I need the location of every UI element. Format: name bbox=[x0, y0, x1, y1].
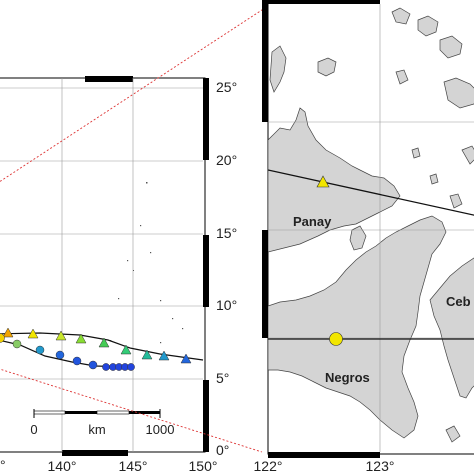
marker-tri-5 bbox=[98, 337, 110, 348]
marker-tri-9 bbox=[180, 353, 192, 364]
guimaras-island bbox=[349, 225, 367, 251]
island-south-1 bbox=[445, 425, 461, 443]
cebu-island bbox=[429, 257, 474, 399]
place-label-cebu: Ceb bbox=[446, 294, 471, 309]
marker-dot-11 bbox=[127, 363, 135, 371]
island-east-4 bbox=[443, 77, 474, 109]
left-frame-right-bar-3 bbox=[203, 380, 209, 452]
place-label-panay: Panay bbox=[293, 214, 332, 229]
island-east-3 bbox=[439, 35, 463, 59]
connector-bottom bbox=[0, 368, 263, 453]
lat-label-25: 25° bbox=[216, 79, 237, 95]
lat-label-0: 0° bbox=[216, 442, 229, 458]
right-frame-left-bar-2 bbox=[262, 230, 268, 338]
lon-label-122: 122° bbox=[254, 458, 283, 474]
right-northern-track bbox=[268, 169, 474, 216]
lon-label-123: 123° bbox=[366, 458, 395, 474]
island-east-7 bbox=[411, 147, 421, 159]
lat-label-5: 5° bbox=[216, 370, 229, 386]
left-frame-top-bar bbox=[85, 76, 133, 82]
left-lat-labels: 25° 20° 15° 10° 5° 0° bbox=[216, 79, 237, 458]
scale-bar: 0 km 1000 bbox=[30, 409, 174, 437]
right-frame-bottom-bar bbox=[268, 452, 380, 458]
lon-label-150: 150° bbox=[189, 458, 218, 474]
northern-markers bbox=[2, 327, 192, 364]
lon-label-140: 140° bbox=[48, 458, 77, 474]
marker-tri-2 bbox=[27, 328, 39, 339]
lon-label-partial: ° bbox=[0, 457, 6, 473]
left-frame-right-bar-1 bbox=[203, 78, 209, 160]
lat-label-20: 20° bbox=[216, 152, 237, 168]
island-east-8 bbox=[429, 173, 439, 185]
left-lon-labels: ° 140° 145° 150° bbox=[0, 457, 217, 474]
lat-label-15: 15° bbox=[216, 225, 237, 241]
negros-island bbox=[268, 215, 447, 439]
scale-bar-white-seg-2 bbox=[96, 410, 130, 415]
marker-tri-1 bbox=[2, 327, 14, 338]
negros-circle-marker bbox=[329, 332, 343, 346]
right-grid bbox=[268, 4, 474, 452]
island-north-1 bbox=[269, 45, 287, 93]
right-land bbox=[268, 7, 474, 443]
marker-dot-5 bbox=[72, 356, 82, 366]
inset-connectors bbox=[0, 5, 269, 453]
marker-dot-6 bbox=[88, 360, 98, 370]
panay-triangle-marker bbox=[316, 175, 330, 188]
southern-markers bbox=[0, 333, 135, 371]
island-east-2 bbox=[417, 15, 439, 37]
marker-dot-3 bbox=[35, 345, 45, 355]
lat-label-10: 10° bbox=[216, 297, 237, 313]
marker-tri-3 bbox=[55, 330, 67, 341]
left-grid bbox=[0, 78, 203, 452]
panay-island bbox=[268, 107, 401, 253]
marker-tri-4 bbox=[75, 333, 87, 344]
lon-label-145: 145° bbox=[119, 458, 148, 474]
scale-bar-white-seg bbox=[33, 410, 66, 415]
left-frame-right-bar-2 bbox=[203, 235, 209, 307]
marker-dot-1 bbox=[0, 333, 5, 343]
scale-bar-zero: 0 bbox=[30, 422, 37, 437]
right-frame-left-bar-1 bbox=[262, 0, 268, 122]
scale-bar-unit: km bbox=[88, 422, 105, 437]
marker-dot-2 bbox=[12, 339, 22, 349]
island-east-1 bbox=[391, 7, 411, 25]
scale-bar-max: 1000 bbox=[146, 422, 175, 437]
marker-tri-7 bbox=[141, 349, 153, 360]
marker-tri-8 bbox=[158, 350, 170, 361]
right-map-panel: Panay Negros Ceb 122° 123° bbox=[254, 0, 474, 474]
marker-tri-6 bbox=[120, 344, 132, 355]
island-east-5 bbox=[395, 69, 409, 85]
connector-top bbox=[0, 5, 269, 182]
place-label-negros: Negros bbox=[325, 370, 370, 385]
marker-dot-7 bbox=[102, 363, 110, 371]
northern-track bbox=[0, 332, 204, 361]
marker-dot-4 bbox=[55, 350, 65, 360]
island-north-2 bbox=[317, 57, 337, 77]
right-frame-top-bar bbox=[268, 0, 380, 4]
left-map-panel: 0 km 1000 25° 20° 15° 10° 5° 0° ° 140° 1… bbox=[0, 76, 237, 474]
left-frame-bottom-bar bbox=[62, 450, 128, 456]
island-east-6 bbox=[461, 145, 474, 165]
island-east-9 bbox=[449, 193, 463, 209]
left-map-frame bbox=[0, 77, 206, 453]
